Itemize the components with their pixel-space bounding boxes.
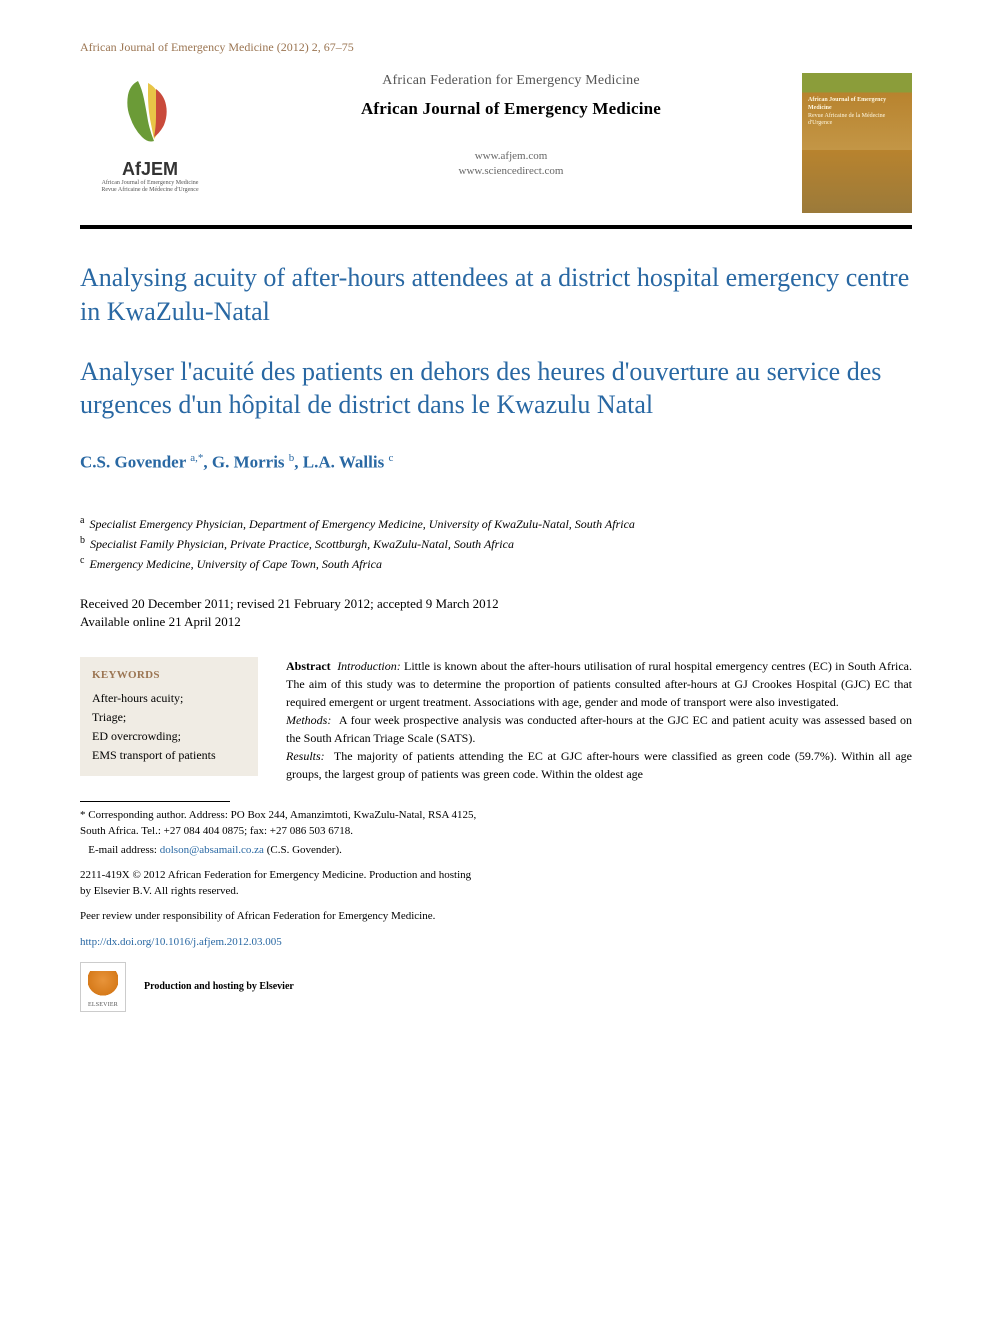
author-1-sup: a,* — [190, 452, 203, 464]
results-label: Results: — [286, 749, 325, 763]
logo-acronym: AfJEM — [80, 159, 220, 180]
corresponding-author: * Corresponding author. Address: PO Box … — [80, 808, 479, 839]
author-2-sup: b — [289, 452, 295, 464]
journal-links: www.afjem.com www.sciencedirect.com — [240, 149, 782, 180]
cover-subtitle: Revue Africaine de la Médecine d'Urgence — [808, 113, 906, 129]
affiliations: a Specialist Emergency Physician, Depart… — [80, 513, 912, 573]
journal-link-sciencedirect[interactable]: www.sciencedirect.com — [240, 164, 782, 179]
author-1[interactable]: C.S. Govender — [80, 453, 186, 472]
keywords-box: KEYWORDS After-hours acuity; Triage; ED … — [80, 657, 258, 775]
elsevier-row: ELSEVIER Production and hosting by Elsev… — [80, 962, 479, 1012]
copyright-notice: 2211-419X © 2012 African Federation for … — [80, 868, 479, 899]
afjem-logo-icon — [100, 73, 200, 155]
footnotes: * Corresponding author. Address: PO Box … — [80, 808, 479, 1012]
elsevier-logo-icon: ELSEVIER — [80, 962, 126, 1012]
email-line: E-mail address: dolson@absamail.co.za (C… — [80, 843, 479, 858]
keywords-heading: KEYWORDS — [92, 667, 246, 685]
dates-online: Available online 21 April 2012 — [80, 613, 912, 631]
keywords-list: After-hours acuity; Triage; ED overcrowd… — [92, 689, 246, 766]
affiliation-a: Specialist Emergency Physician, Departme… — [89, 517, 634, 531]
journal-cover-thumb: African Journal of Emergency Medicine Re… — [802, 73, 912, 213]
author-3[interactable]: L.A. Wallis — [303, 453, 384, 472]
email-suffix: (C.S. Govender). — [267, 844, 342, 856]
logo-subtext: African Journal of Emergency Medicine Re… — [80, 180, 220, 193]
author-2[interactable]: G. Morris — [212, 453, 285, 472]
affiliation-c: Emergency Medicine, University of Cape T… — [89, 557, 382, 571]
journal-title-block: African Federation for Emergency Medicin… — [220, 73, 802, 180]
elsevier-label: ELSEVIER — [88, 1001, 118, 1009]
doi-link[interactable]: http://dx.doi.org/10.1016/j.afjem.2012.0… — [80, 936, 282, 948]
journal-header: AfJEM African Journal of Emergency Medic… — [80, 73, 912, 229]
author-list: C.S. Govender a,*, G. Morris b, L.A. Wal… — [80, 452, 912, 473]
methods-label: Methods: — [286, 713, 331, 727]
abstract-results: The majority of patients attending the E… — [286, 749, 912, 781]
abstract-methods: A four week prospective analysis was con… — [286, 713, 912, 745]
dates-received: Received 20 December 2011; revised 21 Fe… — [80, 595, 912, 613]
federation-name: African Federation for Emergency Medicin… — [240, 73, 782, 89]
journal-link-afjem[interactable]: www.afjem.com — [240, 149, 782, 164]
cover-image: African Journal of Emergency Medicine Re… — [802, 73, 912, 213]
abstract-row: KEYWORDS After-hours acuity; Triage; ED … — [80, 657, 912, 783]
peer-review-notice: Peer review under responsibility of Afri… — [80, 909, 479, 924]
abstract-body: Abstract Introduction: Little is known a… — [286, 657, 912, 783]
journal-logo-block: AfJEM African Journal of Emergency Medic… — [80, 73, 220, 193]
hosting-text: Production and hosting by Elsevier — [144, 980, 294, 994]
affiliation-b: Specialist Family Physician, Private Pra… — [90, 537, 514, 551]
article-title-fr: Analyser l'acuité des patients en dehors… — [80, 355, 912, 423]
corresponding-email-link[interactable]: dolson@absamail.co.za — [160, 844, 264, 856]
article-title-en: Analysing acuity of after-hours attendee… — [80, 261, 912, 329]
author-3-sup: c — [388, 452, 393, 464]
abstract-label: Abstract — [286, 659, 331, 673]
footnote-rule — [80, 801, 230, 802]
article-dates: Received 20 December 2011; revised 21 Fe… — [80, 595, 912, 631]
running-head: African Journal of Emergency Medicine (2… — [80, 40, 912, 55]
cover-title: African Journal of Emergency Medicine — [808, 97, 906, 113]
email-label: E-mail address: — [88, 844, 157, 856]
journal-name: African Journal of Emergency Medicine — [240, 99, 782, 119]
intro-label: Introduction: — [337, 659, 401, 673]
